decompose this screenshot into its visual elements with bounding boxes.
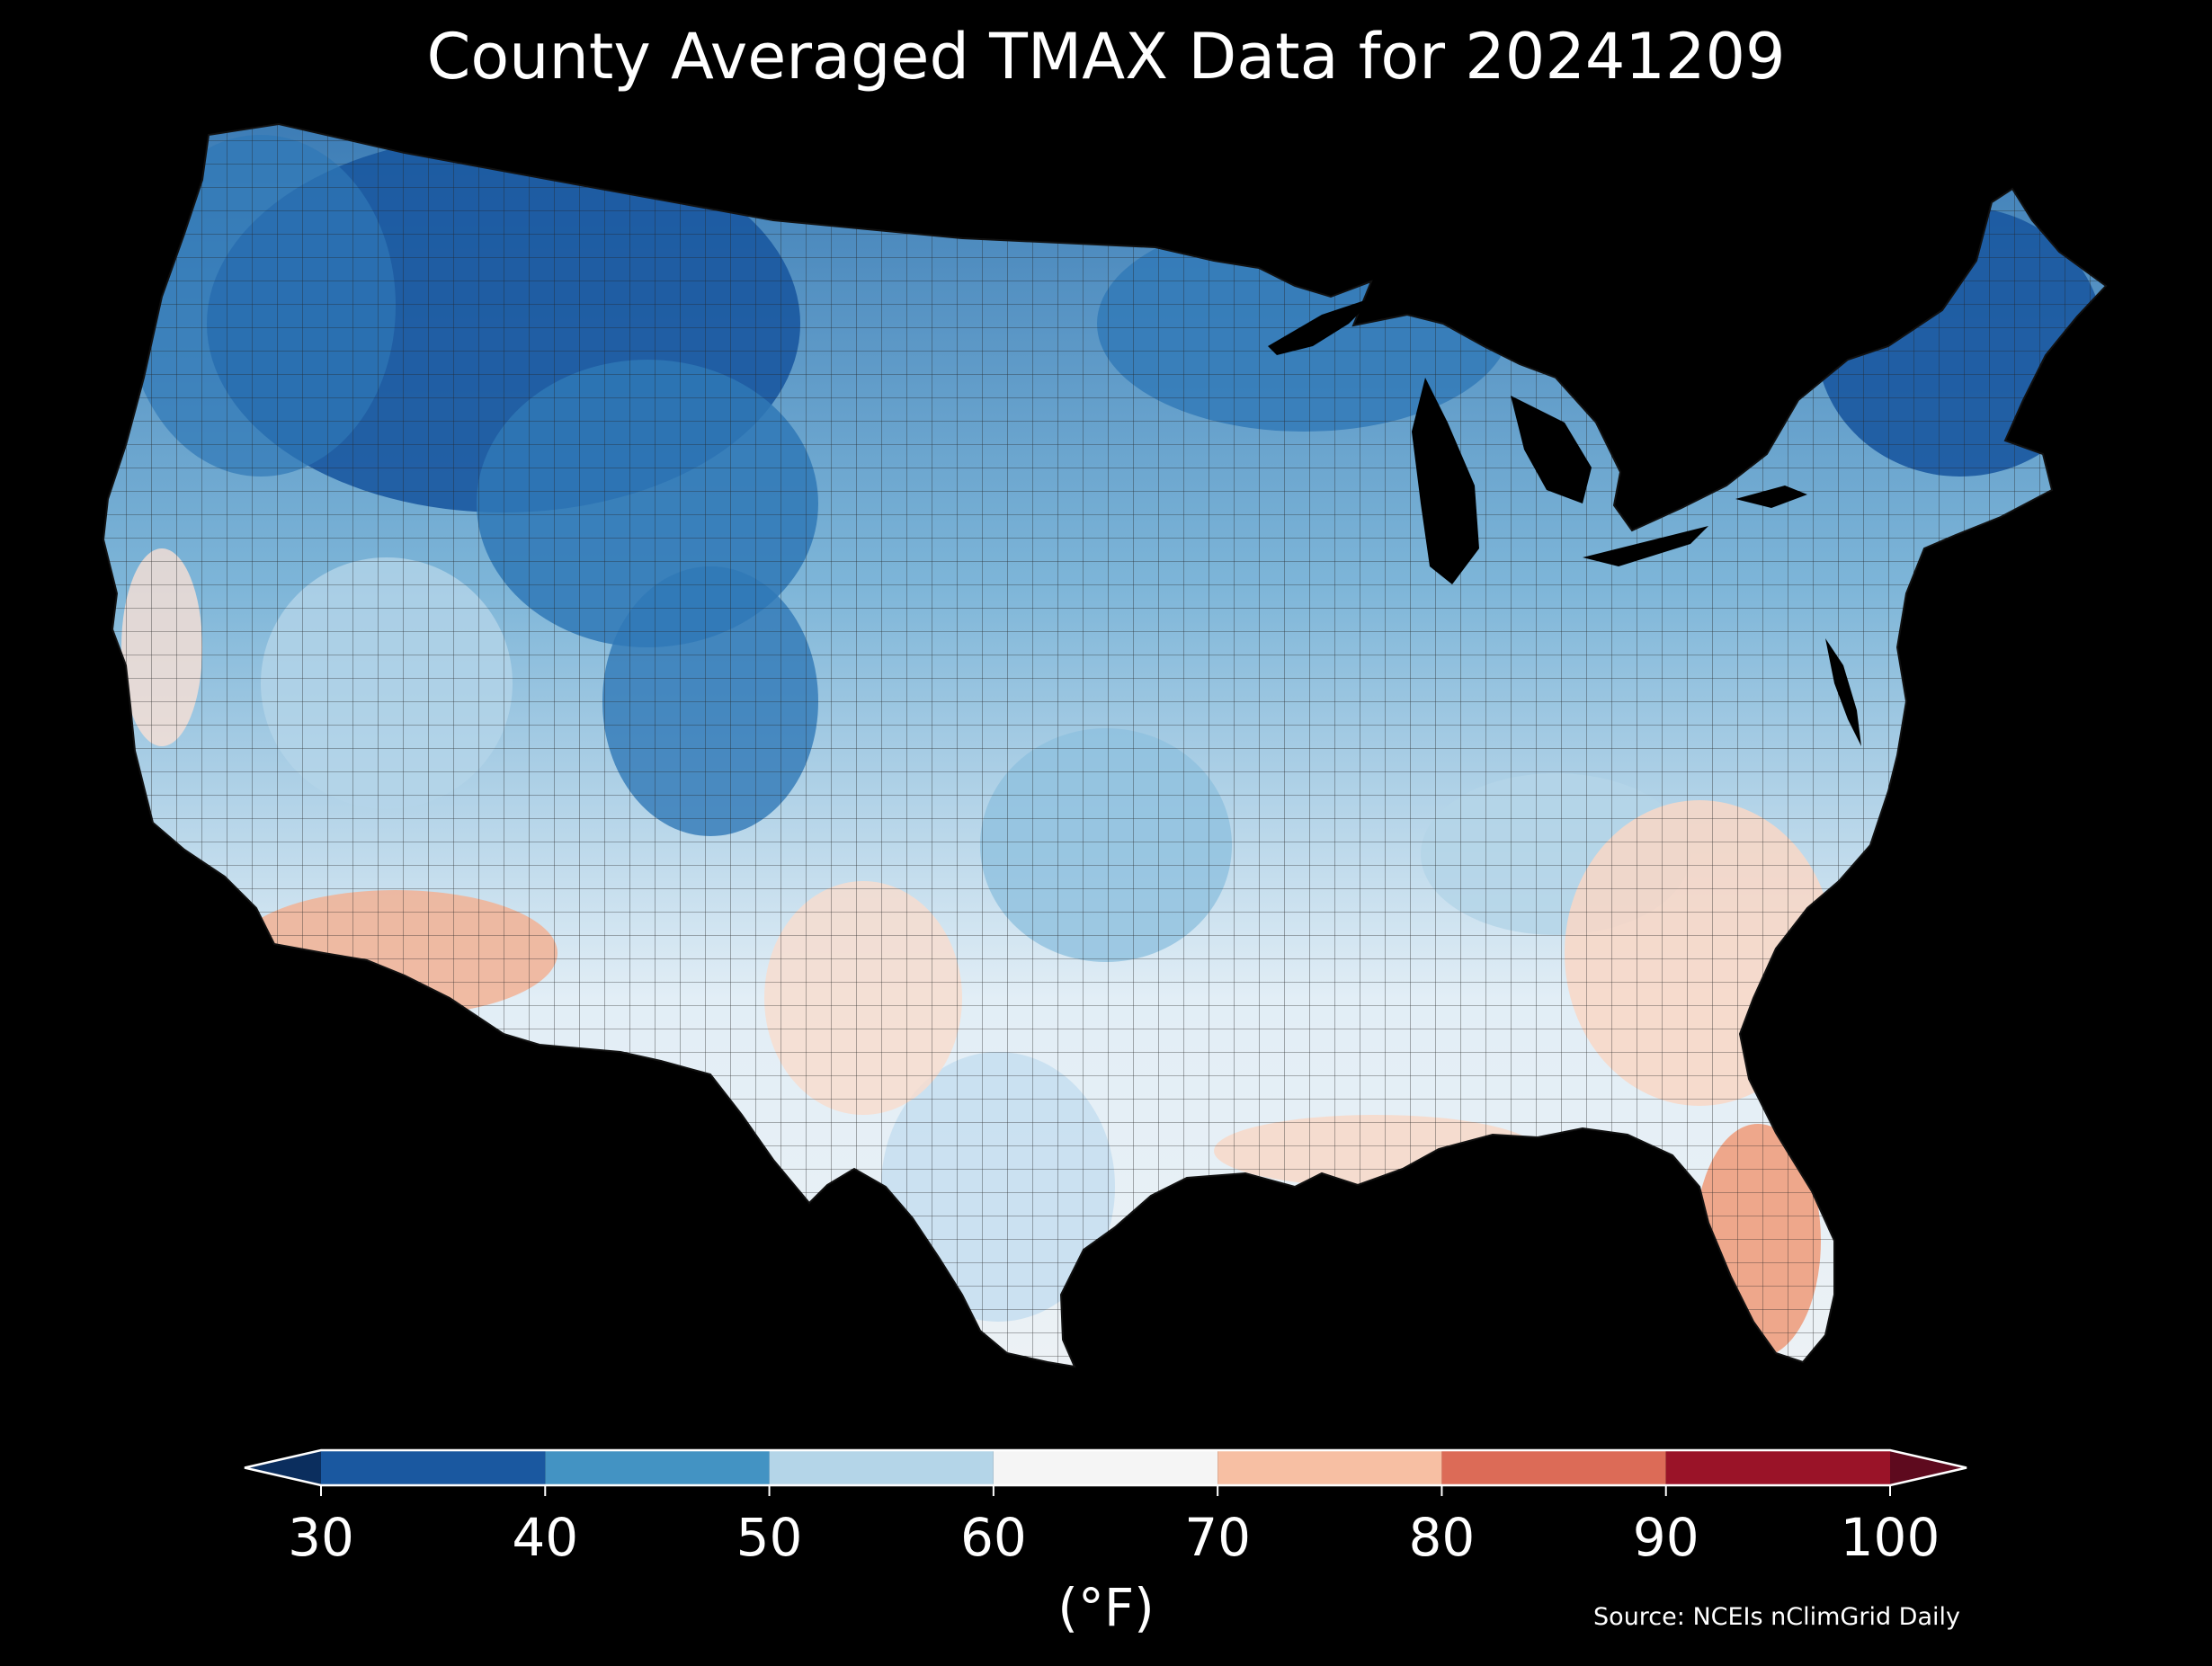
lake-michigan xyxy=(1412,378,1479,584)
colorbar-over-extension xyxy=(1890,1450,1967,1485)
colorbar-bin-3 xyxy=(993,1450,1218,1485)
map-title: County Averaged TMAX Data for 20241209 xyxy=(426,20,1786,94)
colorbar-tick-label-80: 80 xyxy=(1408,1507,1476,1568)
colorbar-tick-label-70: 70 xyxy=(1184,1507,1252,1568)
colorbar-tick-label-90: 90 xyxy=(1632,1507,1699,1568)
colorbar-under-extension xyxy=(245,1450,321,1485)
lake-ontario xyxy=(1735,486,1807,508)
colorbar-tick-label-60: 60 xyxy=(959,1507,1027,1568)
colorbar-bin-1 xyxy=(545,1450,770,1485)
lake-huron xyxy=(1511,396,1592,503)
colorbar-tick-label-30: 30 xyxy=(288,1507,354,1568)
source-credit: Source: NCEIs nClimGrid Daily xyxy=(1593,1603,1960,1631)
lake-superior xyxy=(1268,297,1376,355)
colorbar-tick-label-50: 50 xyxy=(736,1507,803,1568)
colorbar-tick-label-40: 40 xyxy=(512,1507,579,1568)
colorbar-bin-4 xyxy=(1217,1450,1442,1485)
colorbar-bin-6 xyxy=(1665,1450,1890,1485)
colorbar-bin-0 xyxy=(321,1450,546,1485)
chesapeake-bay xyxy=(1825,638,1861,746)
colorbar-tick-label-100: 100 xyxy=(1840,1507,1940,1568)
colorbar-bin-2 xyxy=(769,1450,994,1485)
colorbar-unit-label: (°F) xyxy=(1057,1577,1155,1638)
colorbar-bin-5 xyxy=(1441,1450,1666,1485)
lake-erie xyxy=(1583,526,1708,566)
